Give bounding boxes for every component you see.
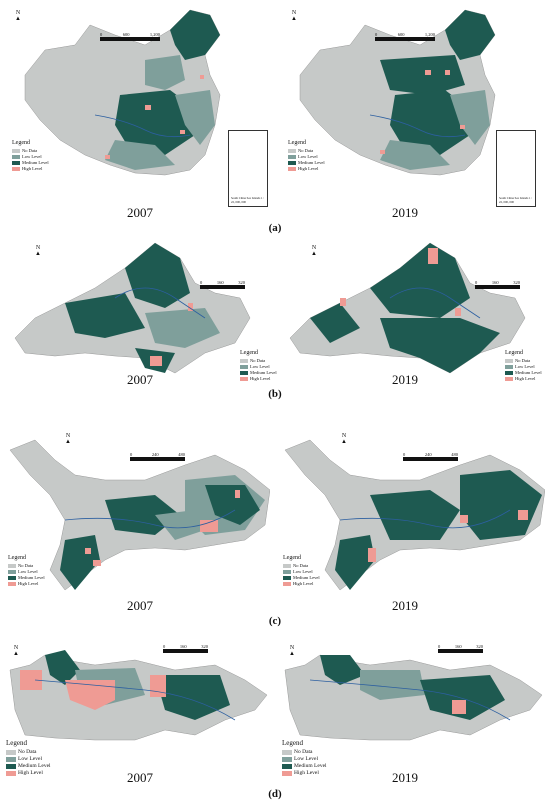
panel-d-map-2019 [280, 640, 545, 745]
south-china-sea-inset: South China Sea Islands 1 : 22, 000, 000 [496, 130, 536, 207]
panel-c-map-2007 [5, 430, 270, 595]
year-label: 2019 [392, 205, 418, 220]
scale-bar: 0 160 320 [475, 280, 520, 289]
scale-bar: 0 160 320 [200, 280, 245, 289]
north-arrow: N ▲ [289, 645, 295, 657]
panel-label: (b) [268, 388, 282, 400]
scale-bar: 0 600 1,200 [100, 32, 160, 41]
year-label: 2019 [392, 770, 418, 785]
scale-bar: 0 160 320 [438, 644, 483, 653]
year-label: 2019 [392, 372, 418, 387]
legend: Legend No Data Low Level Medium Level Hi… [8, 555, 45, 586]
north-arrow: N ▲ [35, 245, 41, 257]
legend: Legend No Data Low Level Medium Level Hi… [283, 555, 320, 586]
region-east [175, 90, 215, 145]
panel-a-map-2007 [5, 5, 270, 205]
year-label: 2019 [392, 598, 418, 613]
year-label: 2007 [127, 598, 153, 613]
north-arrow: N ▲ [291, 10, 297, 22]
legend: Legend No Data Low Level Medium Level Hi… [240, 350, 277, 381]
scale-bar: 0 240 480 [130, 452, 185, 461]
legend: Legend No Data Low Level Medium Level Hi… [12, 140, 49, 171]
legend: Legend No Data Low Level Medium Level Hi… [6, 739, 51, 776]
panel-b-map-2019 [280, 238, 545, 378]
north-arrow: N ▲ [341, 433, 347, 445]
high-spot [180, 130, 185, 134]
year-label: 2007 [127, 205, 153, 220]
panel-label: (a) [268, 222, 282, 234]
north-arrow: N ▲ [15, 10, 21, 22]
legend: Legend No Data Low Level Medium Level Hi… [288, 140, 325, 171]
north-arrow: N ▲ [311, 245, 317, 257]
scale-bar: 0 600 1,200 [375, 32, 435, 41]
high-spot [145, 105, 151, 110]
panel-label: (d) [268, 788, 282, 800]
scale-bar: 0 240 480 [403, 452, 458, 461]
panel-label: (c) [268, 615, 282, 627]
region-northeast [170, 10, 220, 60]
panel-a-map-2019 [280, 5, 545, 205]
legend: Legend No Data Low Level Medium Level Hi… [505, 350, 542, 381]
north-arrow: N ▲ [65, 433, 71, 445]
panel-d-map-2007 [5, 640, 270, 745]
south-china-sea-inset: South China Sea Islands 1 : 22, 000, 000 [228, 130, 268, 207]
region-north [145, 55, 185, 90]
panel-b-map-2007 [5, 238, 270, 378]
region-south [105, 140, 175, 170]
year-label: 2007 [127, 770, 153, 785]
high-spot [200, 75, 204, 79]
river [94, 114, 191, 138]
year-label: 2007 [127, 372, 153, 387]
scale-bar: 0 160 320 [163, 644, 208, 653]
legend: Legend No Data Low Level Medium Level Hi… [282, 739, 327, 776]
panel-c-map-2019 [280, 430, 545, 595]
region-central [115, 90, 195, 155]
high-spot [105, 155, 110, 159]
north-arrow: N ▲ [13, 645, 19, 657]
